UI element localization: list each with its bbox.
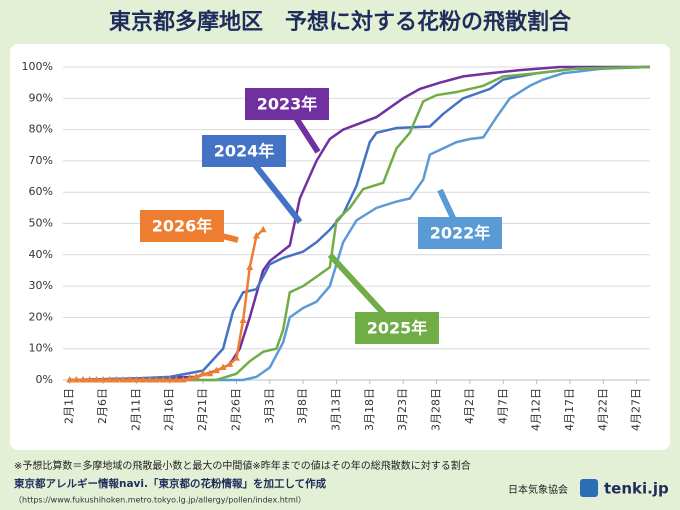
marker <box>139 376 147 383</box>
marker <box>186 374 194 381</box>
legend-label: 2026年 <box>152 217 213 236</box>
y-tick-label: 50% <box>29 217 53 230</box>
marker <box>212 366 220 374</box>
x-tick-label: 3月28日 <box>430 388 443 431</box>
source-url: （https://www.fukushihoken.metro.tokyo.lg… <box>14 496 306 505</box>
marker <box>132 376 140 383</box>
marker <box>252 232 260 239</box>
series-line <box>69 65 651 382</box>
chart-title: 東京都多摩地区 予想に対する花粉の飛散割合 <box>109 9 572 35</box>
marker <box>146 376 154 383</box>
x-tick-label: 3月18日 <box>363 388 376 431</box>
marker <box>152 376 160 383</box>
y-tick-label: 10% <box>29 342 53 355</box>
x-tick-label: 4月17日 <box>563 388 576 431</box>
marker <box>99 376 107 383</box>
note: ※予想比算数＝多摩地域の飛散最小数と最大の中間値※昨年までの値はその年の総飛散数… <box>14 459 471 472</box>
x-tick-label: 3月8日 <box>296 388 309 424</box>
source: 東京都アレルギー情報navi.「東京都の花粉情報」を加工して作成 <box>14 477 327 490</box>
marker <box>206 369 214 377</box>
marker <box>199 369 207 377</box>
series-line <box>69 65 651 382</box>
marker <box>239 316 247 324</box>
legend-label: 2025年 <box>367 319 428 338</box>
marker <box>159 376 167 383</box>
x-tick-label: 2月6日 <box>96 388 109 424</box>
x-tick-label: 2月11日 <box>129 388 142 431</box>
y-tick-label: 30% <box>29 279 53 292</box>
x-tick-label: 2月21日 <box>196 388 209 431</box>
y-tick-label: 90% <box>29 91 53 104</box>
marker <box>259 225 267 233</box>
x-tick-label: 3月13日 <box>329 388 342 431</box>
marker <box>172 376 180 383</box>
x-tick-label: 4月2日 <box>463 388 476 424</box>
marker <box>92 376 100 383</box>
callout-box <box>202 135 286 167</box>
marker <box>112 376 120 383</box>
marker <box>232 354 240 361</box>
marker <box>79 376 87 383</box>
x-tick-label: 4月7日 <box>496 388 509 424</box>
x-tick-label: 3月23日 <box>396 388 409 431</box>
y-tick-label: 40% <box>29 248 53 261</box>
y-tick-label: 70% <box>29 154 53 167</box>
credit: 日本気象協会 <box>508 483 568 496</box>
marker <box>192 372 200 380</box>
marker <box>66 376 74 383</box>
legend-label: 2022年 <box>430 224 491 243</box>
x-tick-label: 4月22日 <box>596 388 609 431</box>
callout-box <box>140 210 224 242</box>
legend-label: 2023年 <box>257 95 318 114</box>
y-tick-label: 80% <box>29 123 53 136</box>
x-tick-label: 2月1日 <box>63 388 76 424</box>
marker <box>219 363 227 370</box>
x-tick-label: 2月16日 <box>163 388 176 431</box>
x-tick-label: 2月26日 <box>229 388 242 431</box>
x-tick-label: 3月3日 <box>263 388 276 424</box>
marker <box>226 360 234 367</box>
marker <box>119 376 127 383</box>
brand: tenki.jp <box>604 480 669 498</box>
callout-box <box>418 217 502 249</box>
x-tick-label: 4月12日 <box>530 388 543 431</box>
y-tick-label: 100% <box>22 60 53 73</box>
marker <box>179 376 187 383</box>
marker <box>246 263 254 270</box>
callout-box <box>245 88 329 120</box>
legend-label: 2024年 <box>214 142 275 161</box>
x-tick-label: 4月27日 <box>630 388 643 431</box>
marker <box>72 376 80 383</box>
y-tick-label: 60% <box>29 185 53 198</box>
marker <box>106 376 114 383</box>
callout-box <box>355 312 439 344</box>
marker <box>86 376 94 383</box>
y-tick-label: 20% <box>29 310 53 323</box>
marker <box>126 376 134 383</box>
marker <box>166 376 174 383</box>
y-tick-label: 0% <box>36 373 53 386</box>
logo-icon <box>580 479 598 497</box>
